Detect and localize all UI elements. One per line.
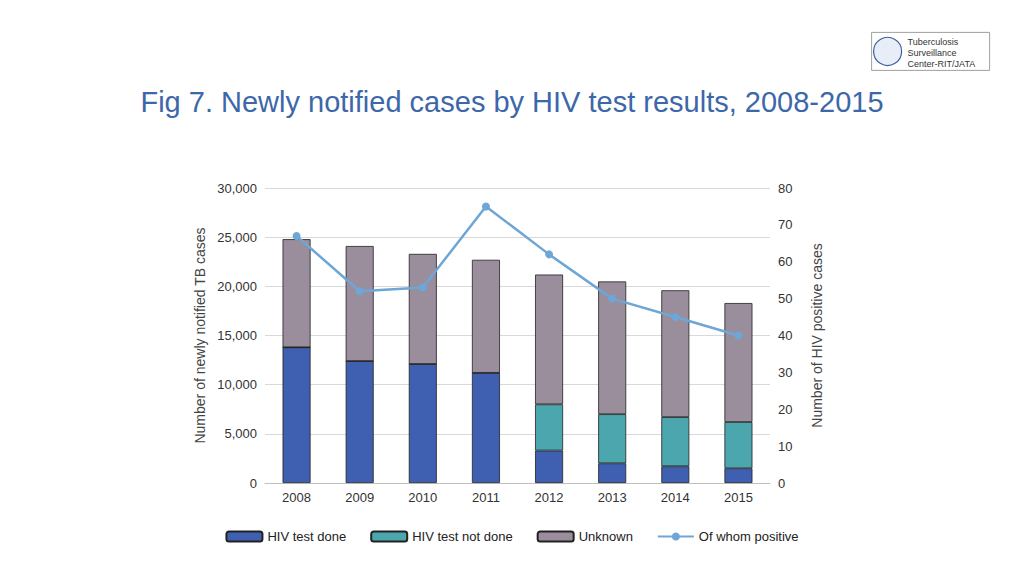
svg-text:2013: 2013 (598, 490, 627, 505)
svg-text:2011: 2011 (472, 490, 500, 505)
svg-text:Center-RIT/JATA: Center-RIT/JATA (908, 59, 976, 69)
svg-text:50: 50 (778, 291, 792, 306)
svg-text:15,000: 15,000 (217, 328, 257, 343)
svg-text:2009: 2009 (345, 490, 374, 505)
svg-text:70: 70 (778, 217, 792, 232)
svg-text:HIV test not done: HIV test not done (412, 529, 512, 544)
svg-text:60: 60 (778, 254, 792, 269)
svg-text:30,000: 30,000 (217, 181, 257, 196)
svg-text:20,000: 20,000 (217, 279, 257, 294)
svg-text:Number of HIV positive cases: Number of HIV positive cases (809, 243, 825, 427)
svg-text:2014: 2014 (661, 490, 690, 505)
svg-text:2008: 2008 (282, 490, 311, 505)
svg-text:20: 20 (778, 402, 792, 417)
svg-text:Unknown: Unknown (579, 529, 633, 544)
svg-text:Number of newly notified TB ca: Number of newly notified TB cases (192, 227, 208, 443)
svg-text:30: 30 (778, 365, 792, 380)
svg-text:0: 0 (778, 476, 785, 491)
svg-text:Of whom positive: Of whom positive (699, 529, 799, 544)
svg-text:Fig 7. Newly notified cases by: Fig 7. Newly notified cases by HIV test … (140, 86, 883, 118)
svg-text:80: 80 (778, 181, 792, 196)
svg-text:25,000: 25,000 (217, 230, 257, 245)
svg-text:2010: 2010 (408, 490, 437, 505)
svg-text:2012: 2012 (535, 490, 564, 505)
svg-text:40: 40 (778, 328, 792, 343)
svg-text:Surveillance: Surveillance (908, 48, 957, 58)
svg-text:Tuberculosis: Tuberculosis (908, 37, 959, 47)
svg-text:2015: 2015 (724, 490, 753, 505)
svg-text:10,000: 10,000 (217, 377, 257, 392)
svg-text:0: 0 (250, 476, 257, 491)
svg-text:10: 10 (778, 439, 792, 454)
svg-text:5,000: 5,000 (224, 426, 257, 441)
svg-text:HIV test done: HIV test done (267, 529, 346, 544)
